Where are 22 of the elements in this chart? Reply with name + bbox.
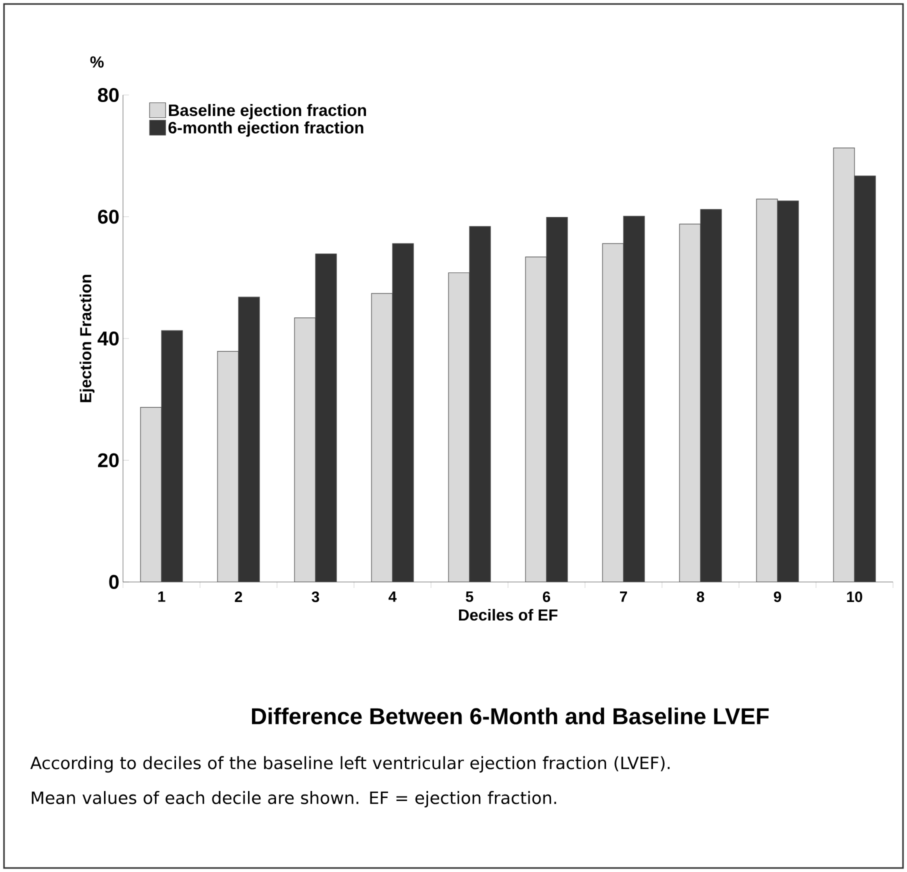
y-axis-title: Ejection Fraction xyxy=(80,274,94,402)
y-tick-label: 60 xyxy=(98,210,119,224)
legend-label: Baseline ejection fraction xyxy=(168,104,366,120)
x-tick-label: 1 xyxy=(158,592,166,602)
x-tick-label: 4 xyxy=(388,592,397,602)
y-tick-label: 80 xyxy=(98,88,119,102)
y-tick-label: 20 xyxy=(98,453,119,468)
x-tick-label: 3 xyxy=(312,592,320,602)
x-tick-label: 9 xyxy=(774,592,782,602)
text: % xyxy=(90,56,104,68)
legend-label: 6-month ejection fraction xyxy=(168,121,364,137)
text: According to deciles of the baseline left ventricular ejection fraction (LVEF). Mean values of each decile are shown. EF = ejection fraction. xyxy=(30,756,670,808)
x-tick-label: 10 xyxy=(847,592,862,602)
x-axis-title: Deciles of EF xyxy=(459,608,558,621)
x-tick-label: 5 xyxy=(466,592,474,602)
x-tick-label: 8 xyxy=(696,592,704,602)
text: Difference Between 6-Month and Baseline LVEF xyxy=(252,708,769,724)
x-tick-label: 6 xyxy=(542,592,550,602)
x-tick-label: 7 xyxy=(620,592,628,602)
y-tick-label: 0 xyxy=(109,574,119,590)
x-tick-label: 2 xyxy=(234,592,242,602)
y-tick-label: 40 xyxy=(98,331,119,346)
